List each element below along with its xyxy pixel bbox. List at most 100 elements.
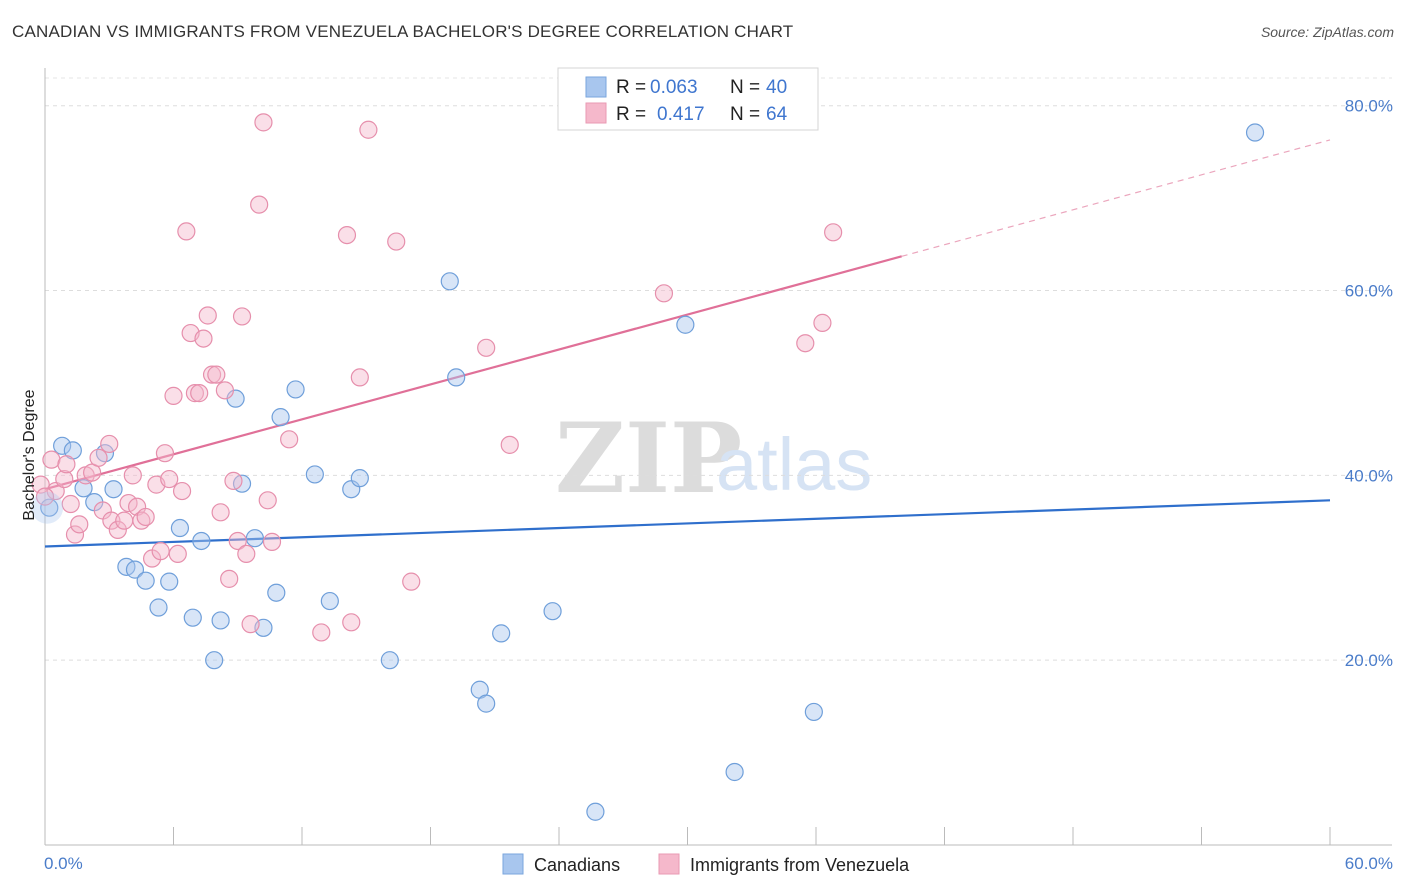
point-venezuela bbox=[55, 469, 74, 489]
legend-n-value-2: 64 bbox=[766, 104, 788, 125]
point-canadians bbox=[477, 694, 496, 713]
bottom-legend: Canadians Immigrants from Venezuela bbox=[502, 853, 910, 875]
point-venezuela bbox=[280, 430, 299, 449]
point-venezuela bbox=[185, 384, 205, 403]
point-venezuela bbox=[250, 195, 269, 214]
legend-n-value-1: 40 bbox=[766, 77, 787, 98]
point-venezuela bbox=[337, 225, 357, 245]
y-tick-label: 20.0% bbox=[1345, 651, 1393, 670]
point-venezuela bbox=[172, 481, 192, 501]
y-tick-label: 40.0% bbox=[1345, 466, 1393, 485]
point-venezuela bbox=[228, 531, 247, 551]
point-canadians bbox=[586, 802, 605, 821]
y-tick-label: 60.0% bbox=[1345, 282, 1393, 301]
point-venezuela bbox=[115, 511, 134, 530]
point-venezuela bbox=[500, 435, 519, 454]
point-venezuela bbox=[42, 450, 61, 469]
axes bbox=[44, 68, 1392, 846]
point-canadians bbox=[543, 602, 562, 621]
point-canadians bbox=[267, 583, 286, 602]
point-venezuela bbox=[151, 542, 170, 561]
x-tick-label: 60.0% bbox=[1345, 854, 1393, 873]
point-venezuela bbox=[312, 623, 331, 642]
point-canadians bbox=[492, 624, 511, 643]
point-venezuela bbox=[402, 572, 421, 591]
trend-lines bbox=[44, 139, 1331, 548]
legend-n-label-1: N = bbox=[730, 77, 760, 98]
point-venezuela bbox=[177, 222, 196, 241]
trend-line-venezuela bbox=[44, 255, 902, 491]
point-venezuela bbox=[160, 469, 179, 489]
point-canadians bbox=[725, 762, 744, 782]
point-venezuela bbox=[65, 525, 85, 544]
bottom-legend-swatch-canadians bbox=[502, 853, 524, 875]
point-venezuela bbox=[123, 466, 142, 485]
point-venezuela bbox=[100, 434, 119, 454]
point-canadians bbox=[380, 651, 399, 670]
top-legend: R = 0.063 N = 40 R = 0.417 N = 64 bbox=[557, 67, 819, 131]
point-venezuela bbox=[241, 615, 260, 634]
point-canadians bbox=[125, 560, 145, 579]
point-venezuela bbox=[136, 507, 155, 527]
point-venezuela bbox=[89, 448, 108, 467]
point-venezuela bbox=[168, 544, 187, 564]
point-venezuela bbox=[237, 544, 256, 564]
point-canadians bbox=[320, 591, 339, 611]
point-venezuela bbox=[262, 532, 282, 551]
point-canadians bbox=[170, 518, 190, 538]
point-venezuela bbox=[194, 329, 213, 348]
bottom-legend-swatch-venezuela bbox=[658, 853, 680, 875]
point-canadians bbox=[40, 498, 59, 517]
point-canadians bbox=[211, 611, 230, 630]
legend-r-value-1: 0.063 bbox=[650, 77, 698, 98]
point-canadians bbox=[149, 598, 168, 617]
point-canadians bbox=[104, 480, 123, 499]
point-venezuela bbox=[207, 365, 226, 384]
x-tick-label: 0.0% bbox=[44, 854, 83, 873]
point-venezuela bbox=[202, 365, 222, 384]
legend-r-value-2: 0.417 bbox=[657, 104, 705, 125]
point-venezuela bbox=[350, 368, 369, 387]
point-venezuela bbox=[155, 444, 175, 463]
chart-title: CANADIAN VS IMMIGRANTS FROM VENEZUELA BA… bbox=[12, 22, 794, 41]
trend-line-canadians bbox=[44, 499, 1331, 548]
point-venezuela bbox=[813, 313, 832, 332]
point-canadians bbox=[136, 571, 155, 590]
point-venezuela bbox=[61, 494, 80, 514]
point-canadians bbox=[440, 272, 459, 291]
point-venezuela bbox=[824, 223, 843, 242]
point-venezuela bbox=[35, 487, 55, 506]
point-venezuela bbox=[342, 613, 361, 632]
point-canadians bbox=[447, 368, 466, 387]
legend-r-label-2: R = bbox=[616, 104, 646, 125]
point-venezuela bbox=[31, 475, 50, 494]
grid-lines bbox=[45, 77, 1392, 661]
data-points bbox=[31, 113, 1265, 821]
point-venezuela bbox=[211, 503, 230, 522]
point-venezuela bbox=[654, 284, 674, 303]
point-canadians bbox=[305, 465, 324, 484]
y-axis-label: Bachelor's Degree bbox=[21, 389, 38, 520]
legend-r-label-1: R = bbox=[616, 77, 646, 98]
point-venezuela bbox=[220, 569, 239, 588]
point-venezuela bbox=[190, 384, 209, 403]
point-canadians bbox=[286, 380, 305, 399]
point-canadians bbox=[350, 469, 369, 488]
point-venezuela bbox=[796, 334, 815, 353]
legend-swatch-venezuela bbox=[585, 102, 607, 124]
point-canadians bbox=[1245, 123, 1265, 142]
y-tick-label: 80.0% bbox=[1345, 97, 1393, 116]
point-venezuela bbox=[477, 338, 496, 357]
point-venezuela bbox=[102, 511, 121, 530]
point-venezuela bbox=[198, 306, 217, 325]
point-venezuela bbox=[359, 120, 378, 139]
watermark-atlas: atlas bbox=[716, 423, 872, 506]
point-canadians bbox=[160, 572, 179, 591]
point-venezuela bbox=[387, 232, 406, 251]
point-canadians bbox=[245, 529, 264, 548]
bottom-legend-canadians: Canadians bbox=[534, 855, 620, 875]
point-canadians bbox=[205, 651, 224, 670]
point-venezuela bbox=[57, 455, 76, 474]
point-venezuela bbox=[224, 471, 243, 491]
source-label: Source: ZipAtlas.com bbox=[1260, 24, 1394, 40]
